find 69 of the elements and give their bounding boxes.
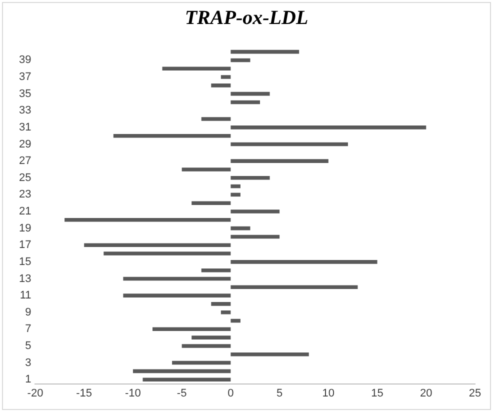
y-tick-label: 5 [25,340,32,352]
bar [152,327,231,332]
bar [142,378,231,382]
bar [211,84,231,88]
y-tick-label: 1 [25,374,32,386]
bar [230,260,378,264]
bar [201,268,231,272]
bar [182,344,231,348]
y-tick-label: 39 [18,54,32,66]
y-tick-label: 35 [18,88,32,100]
x-tick-label: 20 [420,387,432,400]
bar [132,369,231,374]
bar [220,310,231,314]
x-tick-label: -15 [76,387,92,400]
x-tick-label: -5 [176,387,187,400]
bar [230,100,260,104]
bar [230,58,250,62]
y-tick-label: 3 [25,356,32,369]
bar [230,352,309,356]
y-tick-label: 15 [18,256,32,268]
y-tick-label: 17 [18,239,32,252]
y-tick-label: 25 [18,172,32,184]
bar [230,126,426,130]
bar [230,285,358,290]
bar [230,176,270,180]
bar [64,218,231,222]
y-tick-label: 29 [18,138,32,150]
y-tick-label: 9 [25,306,32,318]
y-tick-label: 31 [18,121,32,134]
y-tick-label: 37 [18,71,32,84]
bar [220,75,231,79]
bar [192,201,231,205]
y-tick-label: 11 [20,290,32,302]
x-tick-label: 25 [468,387,482,400]
bar [84,243,231,248]
bar [230,318,240,323]
bar [172,360,231,365]
bar [230,192,240,197]
y-tick-label: 21 [18,206,32,218]
bar [113,134,231,138]
chart-title: TRAP-ox-LDL [184,7,310,30]
y-tick-label: 13 [18,272,32,285]
x-tick-label: -10 [125,387,141,400]
y-tick-label: 7 [25,323,32,336]
x-tick-label: 5 [276,387,283,400]
bar [123,276,231,281]
bar [230,210,280,214]
x-tick-label: 10 [322,387,335,400]
bar [230,92,270,96]
bar [182,168,231,172]
bar [230,50,300,54]
bar [230,159,328,163]
y-tick-label: 33 [18,104,32,117]
x-tick-label: 15 [371,387,384,400]
bar [230,184,240,188]
x-tick-label: 0 [228,387,234,400]
bar [192,336,231,340]
y-tick-label: 27 [18,155,32,168]
bar [104,252,231,256]
bar [211,302,231,306]
y-tick-label: 23 [18,188,32,201]
bar [230,226,250,230]
y-tick-label: 19 [18,222,32,234]
bar [162,66,231,71]
bar [230,234,280,239]
bar [201,117,231,121]
bar [230,142,348,146]
bar [123,294,231,298]
x-tick-label: -20 [27,387,44,400]
